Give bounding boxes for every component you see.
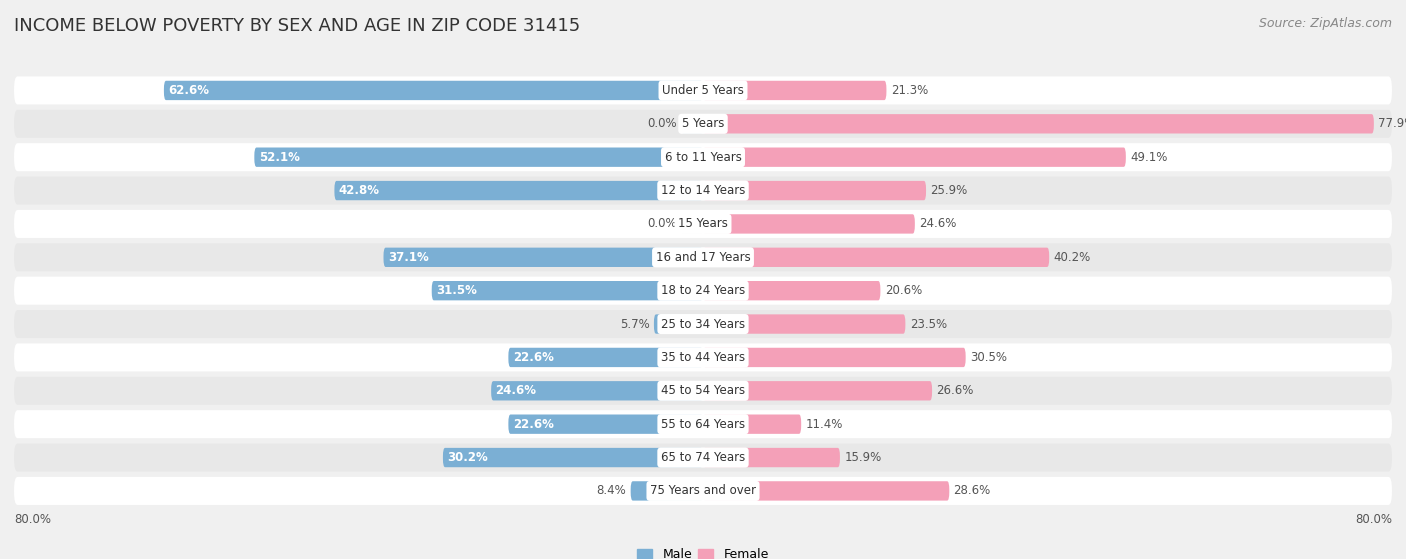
FancyBboxPatch shape [14, 210, 1392, 238]
Text: 0.0%: 0.0% [648, 217, 678, 230]
Text: 11.4%: 11.4% [806, 418, 842, 430]
Text: 0.0%: 0.0% [648, 117, 678, 130]
Text: Source: ZipAtlas.com: Source: ZipAtlas.com [1258, 17, 1392, 30]
Text: 52.1%: 52.1% [259, 151, 299, 164]
FancyBboxPatch shape [509, 414, 703, 434]
Text: 15 Years: 15 Years [678, 217, 728, 230]
FancyBboxPatch shape [254, 148, 703, 167]
Text: 37.1%: 37.1% [388, 251, 429, 264]
FancyBboxPatch shape [14, 310, 1392, 338]
FancyBboxPatch shape [631, 481, 703, 501]
FancyBboxPatch shape [703, 214, 915, 234]
FancyBboxPatch shape [682, 214, 703, 234]
FancyBboxPatch shape [432, 281, 703, 300]
Text: 5 Years: 5 Years [682, 117, 724, 130]
FancyBboxPatch shape [14, 243, 1392, 271]
Text: 49.1%: 49.1% [1130, 151, 1167, 164]
Text: 23.5%: 23.5% [910, 318, 946, 330]
Text: 31.5%: 31.5% [436, 284, 477, 297]
FancyBboxPatch shape [14, 177, 1392, 205]
Text: 30.5%: 30.5% [970, 351, 1007, 364]
Text: 62.6%: 62.6% [169, 84, 209, 97]
FancyBboxPatch shape [443, 448, 703, 467]
FancyBboxPatch shape [703, 414, 801, 434]
Text: 24.6%: 24.6% [495, 384, 537, 397]
FancyBboxPatch shape [14, 443, 1392, 472]
FancyBboxPatch shape [703, 148, 1126, 167]
Text: 75 Years and over: 75 Years and over [650, 485, 756, 498]
Text: 28.6%: 28.6% [953, 485, 991, 498]
FancyBboxPatch shape [703, 80, 886, 100]
FancyBboxPatch shape [703, 181, 927, 200]
Text: 25.9%: 25.9% [931, 184, 967, 197]
FancyBboxPatch shape [14, 343, 1392, 371]
Text: 55 to 64 Years: 55 to 64 Years [661, 418, 745, 430]
FancyBboxPatch shape [14, 477, 1392, 505]
Text: 22.6%: 22.6% [513, 418, 554, 430]
FancyBboxPatch shape [703, 348, 966, 367]
Text: 20.6%: 20.6% [884, 284, 922, 297]
Text: 6 to 11 Years: 6 to 11 Years [665, 151, 741, 164]
Text: 77.9%: 77.9% [1378, 117, 1406, 130]
FancyBboxPatch shape [14, 77, 1392, 105]
Text: 80.0%: 80.0% [14, 513, 51, 525]
FancyBboxPatch shape [509, 348, 703, 367]
Text: 21.3%: 21.3% [891, 84, 928, 97]
Text: 16 and 17 Years: 16 and 17 Years [655, 251, 751, 264]
FancyBboxPatch shape [14, 143, 1392, 171]
Text: 22.6%: 22.6% [513, 351, 554, 364]
Text: 35 to 44 Years: 35 to 44 Years [661, 351, 745, 364]
Text: 80.0%: 80.0% [1355, 513, 1392, 525]
FancyBboxPatch shape [14, 277, 1392, 305]
Text: 65 to 74 Years: 65 to 74 Years [661, 451, 745, 464]
Text: 26.6%: 26.6% [936, 384, 974, 397]
FancyBboxPatch shape [335, 181, 703, 200]
Text: 25 to 34 Years: 25 to 34 Years [661, 318, 745, 330]
Text: 40.2%: 40.2% [1053, 251, 1091, 264]
FancyBboxPatch shape [165, 80, 703, 100]
FancyBboxPatch shape [703, 314, 905, 334]
Text: 45 to 54 Years: 45 to 54 Years [661, 384, 745, 397]
FancyBboxPatch shape [14, 110, 1392, 138]
Text: 5.7%: 5.7% [620, 318, 650, 330]
Text: 30.2%: 30.2% [447, 451, 488, 464]
Text: 8.4%: 8.4% [596, 485, 626, 498]
Text: Under 5 Years: Under 5 Years [662, 84, 744, 97]
Legend: Male, Female: Male, Female [633, 543, 773, 559]
Text: 15.9%: 15.9% [844, 451, 882, 464]
FancyBboxPatch shape [14, 410, 1392, 438]
Text: 12 to 14 Years: 12 to 14 Years [661, 184, 745, 197]
FancyBboxPatch shape [703, 248, 1049, 267]
Text: 18 to 24 Years: 18 to 24 Years [661, 284, 745, 297]
FancyBboxPatch shape [491, 381, 703, 400]
FancyBboxPatch shape [682, 114, 703, 134]
FancyBboxPatch shape [703, 481, 949, 501]
FancyBboxPatch shape [703, 448, 839, 467]
Text: INCOME BELOW POVERTY BY SEX AND AGE IN ZIP CODE 31415: INCOME BELOW POVERTY BY SEX AND AGE IN Z… [14, 17, 581, 35]
FancyBboxPatch shape [703, 114, 1374, 134]
FancyBboxPatch shape [654, 314, 703, 334]
FancyBboxPatch shape [384, 248, 703, 267]
FancyBboxPatch shape [703, 381, 932, 400]
FancyBboxPatch shape [14, 377, 1392, 405]
FancyBboxPatch shape [703, 281, 880, 300]
Text: 42.8%: 42.8% [339, 184, 380, 197]
Text: 24.6%: 24.6% [920, 217, 956, 230]
